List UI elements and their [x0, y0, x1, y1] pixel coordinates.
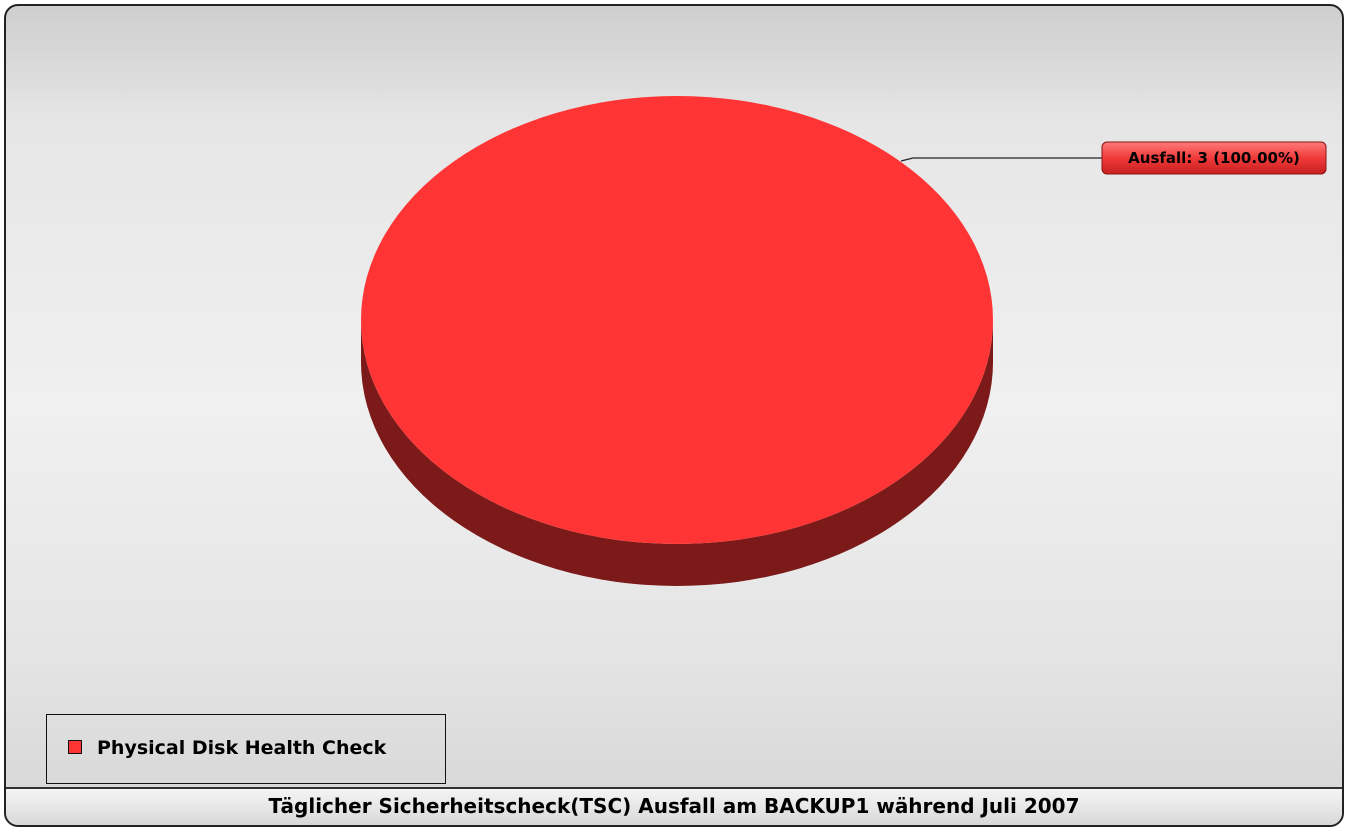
slice-label-group: Ausfall: 3 (100.00%) [900, 141, 1327, 175]
pie-slice-side [361, 320, 993, 586]
pie-chart-svg: Ausfall: 3 (100.00%) [361, 96, 1327, 586]
chart-frame: Ausfall: 3 (100.00%) Physical Disk Healt… [4, 4, 1344, 827]
chart-footer: Täglicher Sicherheitscheck(TSC) Ausfall … [6, 787, 1342, 825]
pie-group [361, 96, 993, 586]
slice-label-box [1101, 141, 1327, 175]
chart-title: Täglicher Sicherheitscheck(TSC) Ausfall … [268, 794, 1080, 818]
slice-label: Ausfall: 3 (100.00%) [1128, 149, 1300, 167]
legend-swatch [68, 740, 82, 754]
legend-label: Physical Disk Health Check [97, 737, 387, 759]
legend: Physical Disk Health Check [46, 714, 446, 784]
slice-leader-line [900, 157, 1102, 162]
pie-slice-ausfall [361, 96, 993, 544]
